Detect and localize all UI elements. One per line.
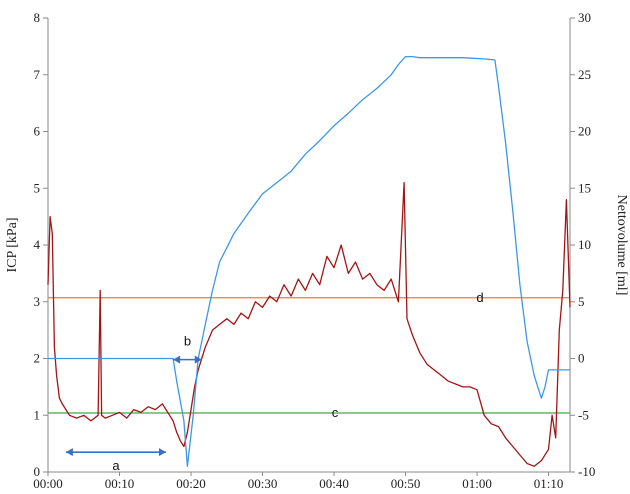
left-y-ticks: 0 1 2 3 4 5 6 7 8 [34, 10, 48, 479]
right-y-ticks: -10 -5 0 5 10 15 20 25 30 [570, 10, 595, 479]
x-tick-label: 01:00 [462, 476, 492, 491]
left-tick-label: 1 [34, 407, 41, 422]
arrow-head-left [173, 355, 181, 364]
annotations: d c a b [65, 290, 484, 473]
left-tick-label: 6 [34, 124, 41, 139]
x-tick-label: 00:40 [319, 476, 349, 491]
left-tick-label: 0 [34, 464, 41, 479]
series-line-nettovolume [48, 55, 570, 467]
left-tick-label: 7 [34, 67, 41, 82]
left-tick-label: 3 [34, 294, 41, 309]
right-tick-label: 30 [578, 10, 591, 25]
x-tick-label: 01:10 [534, 476, 564, 491]
left-tick-label: 5 [34, 180, 41, 195]
series-layer [47, 55, 571, 467]
series-line-icp [47, 181, 571, 467]
reference-label-c: c [332, 405, 339, 420]
left-tick-label: 4 [34, 237, 41, 252]
arrow-head-right [194, 355, 202, 364]
x-tick-label: 00:00 [33, 476, 63, 491]
x-tick-label: 00:20 [176, 476, 206, 491]
x-tick-label: 00:10 [105, 476, 135, 491]
reference-lines [48, 297, 570, 414]
left-tick-label: 8 [34, 10, 41, 25]
reference-label-d: d [476, 290, 483, 305]
left-tick-label: 2 [34, 351, 41, 366]
right-axis-title: Nettovolume [ml] [614, 195, 629, 296]
annotation-label-a: a [112, 458, 120, 473]
right-tick-label: 15 [578, 180, 591, 195]
left-axis-title: ICP [kPa] [5, 217, 20, 272]
x-ticks: 00:00 00:10 00:20 00:30 00:40 00:50 01:00 01:10 [33, 472, 563, 491]
x-tick-label: 00:50 [391, 476, 421, 491]
arrow-head-right [158, 448, 166, 457]
x-tick-label: 00:30 [248, 476, 278, 491]
right-tick-label: 5 [578, 294, 585, 309]
annotation-label-b: b [184, 334, 191, 349]
right-tick-label: -10 [578, 464, 595, 479]
right-tick-label: -5 [578, 407, 589, 422]
right-tick-label: 20 [578, 124, 591, 139]
right-tick-label: 0 [578, 351, 585, 366]
right-tick-label: 25 [578, 67, 591, 82]
right-tick-label: 10 [578, 237, 591, 252]
arrow-head-left [65, 448, 73, 457]
